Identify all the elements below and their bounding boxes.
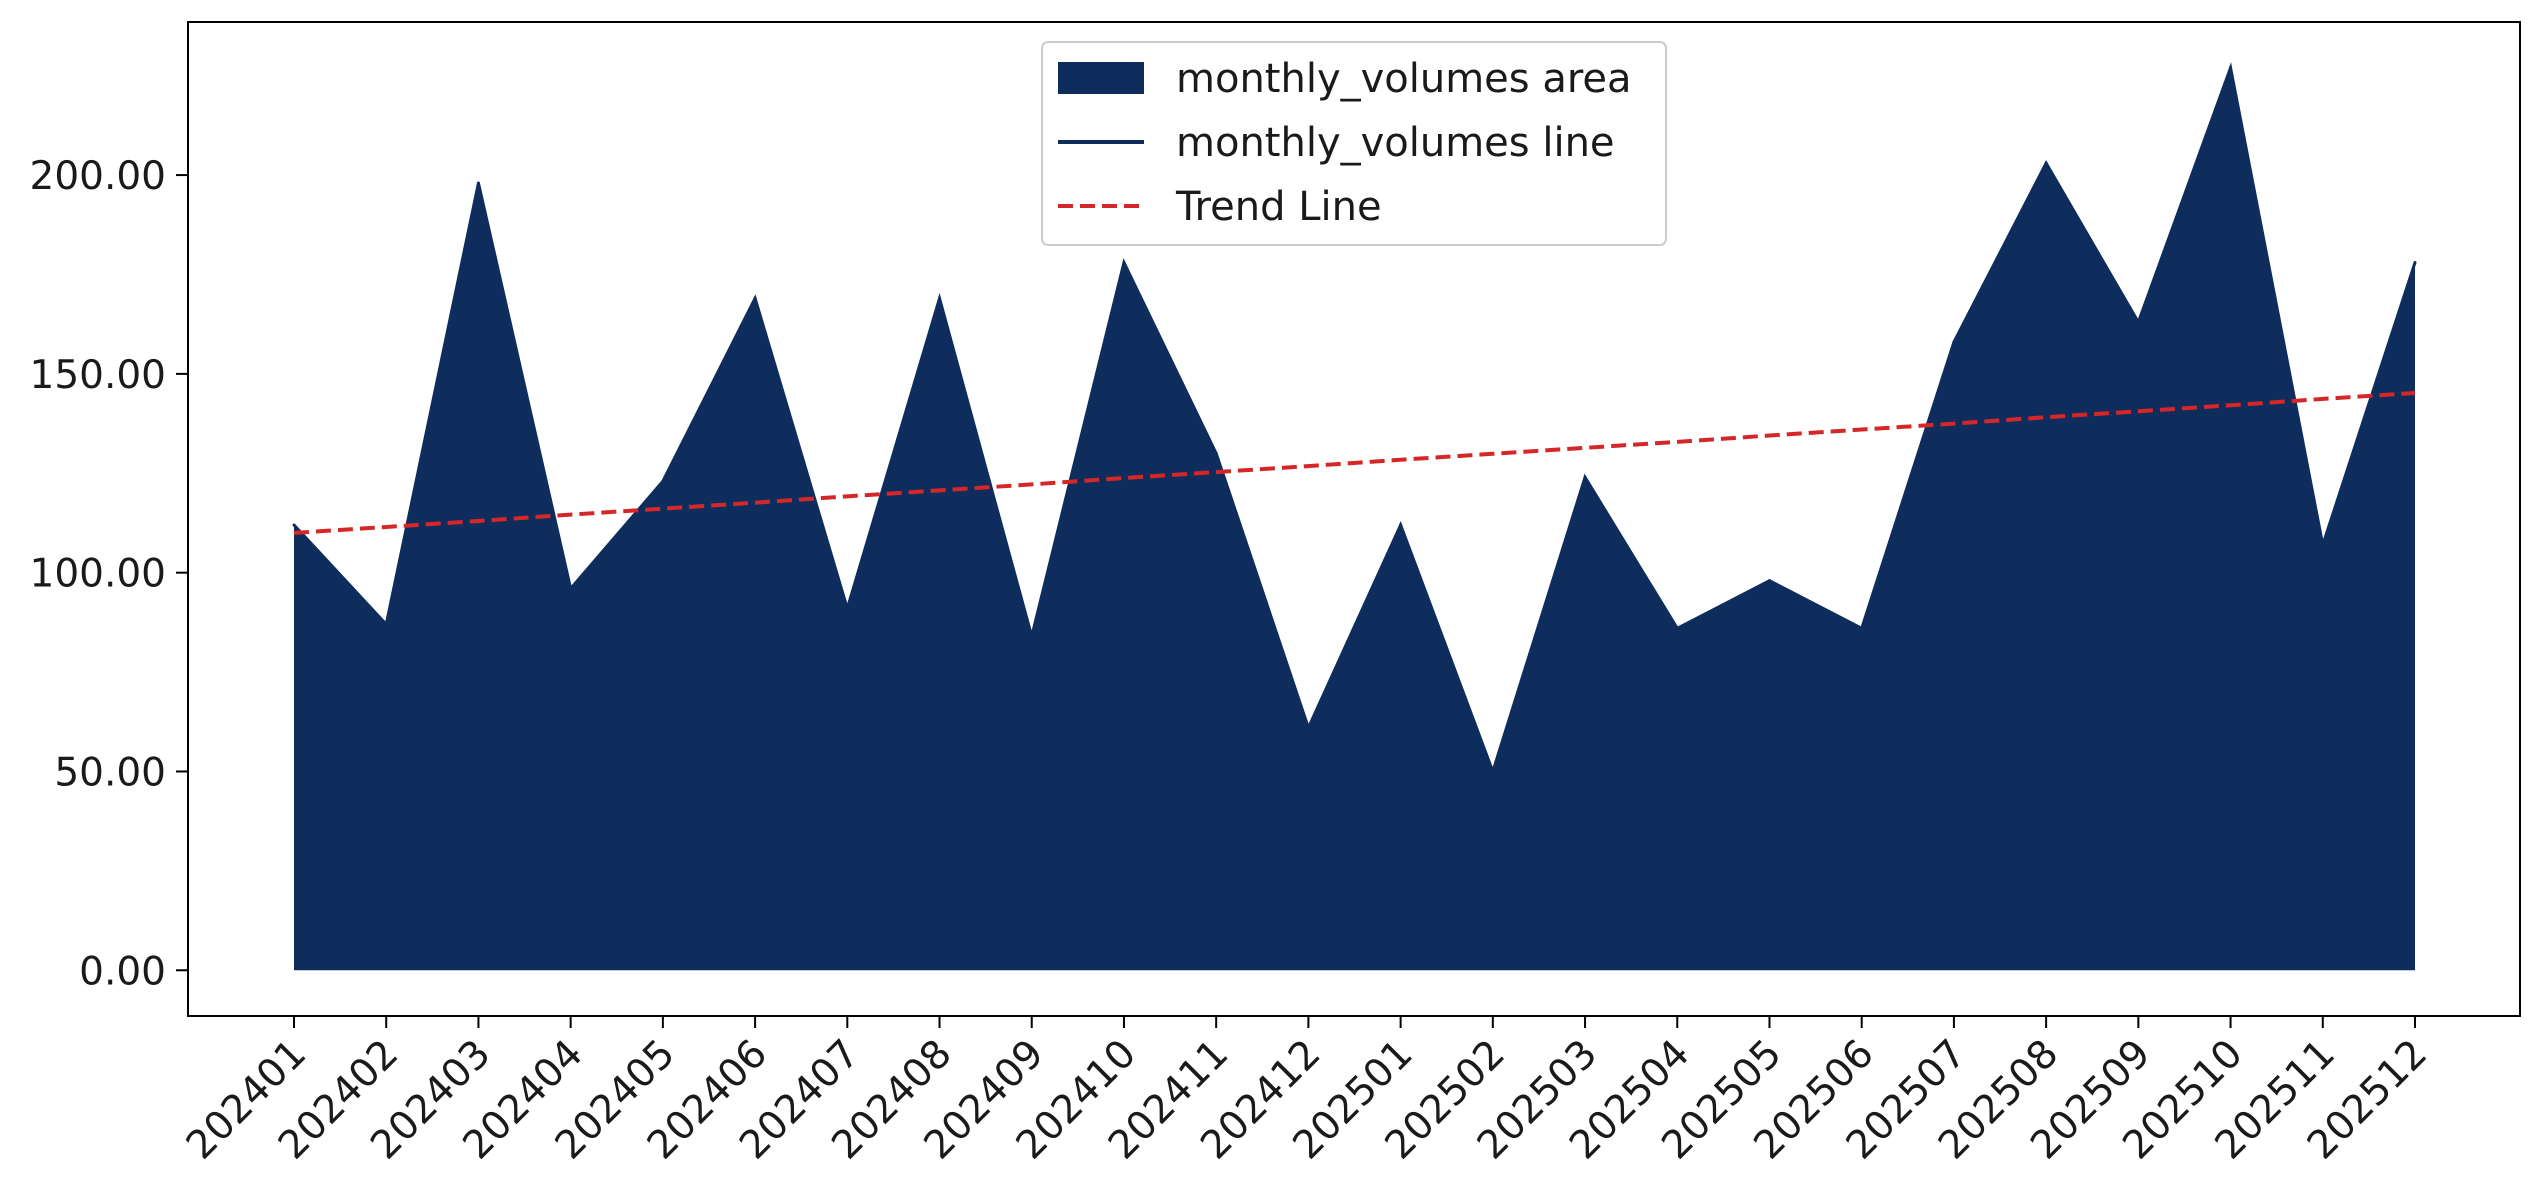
data-point: [1122, 261, 1126, 265]
series-line: [292, 62, 2417, 777]
y-tick-label: 150.00: [30, 353, 166, 398]
data-point: [1399, 523, 1403, 527]
data-point: [2136, 320, 2140, 324]
data-point: [569, 587, 573, 591]
y-tick-label: 100.00: [30, 552, 166, 597]
data-point: [1952, 340, 1956, 344]
data-point: [845, 606, 849, 610]
y-tick-label: 0.00: [79, 949, 166, 994]
data-point: [1767, 579, 1771, 583]
data-point: [1675, 626, 1679, 630]
data-point: [661, 479, 665, 483]
data-point: [1214, 451, 1218, 455]
data-point: [1583, 475, 1587, 479]
legend-label: monthly_volumes area: [1176, 56, 1632, 102]
data-point: [1306, 726, 1310, 730]
data-point: [1860, 626, 1864, 630]
data-point: [2229, 66, 2233, 70]
data-point: [753, 296, 757, 300]
legend-label: monthly_volumes line: [1176, 120, 1615, 166]
data-point: [292, 523, 296, 527]
data-point: [2044, 161, 2048, 165]
legend-label: Trend Line: [1175, 184, 1382, 230]
plot-frame: [187, 21, 2521, 1017]
data-point: [2321, 543, 2325, 547]
data-point: [1491, 769, 1495, 773]
y-tick-label: 200.00: [30, 154, 166, 199]
data-point: [2413, 261, 2417, 265]
legend-swatch-area: [1058, 62, 1144, 94]
trend-line: [293, 390, 2416, 535]
data-point: [476, 181, 480, 185]
data-point: [384, 622, 388, 626]
data-point: [1030, 634, 1034, 638]
area-fill: [294, 67, 2415, 971]
data-point: [938, 296, 942, 300]
y-tick-label: 50.00: [54, 750, 166, 795]
legend-box: [1041, 41, 1667, 246]
